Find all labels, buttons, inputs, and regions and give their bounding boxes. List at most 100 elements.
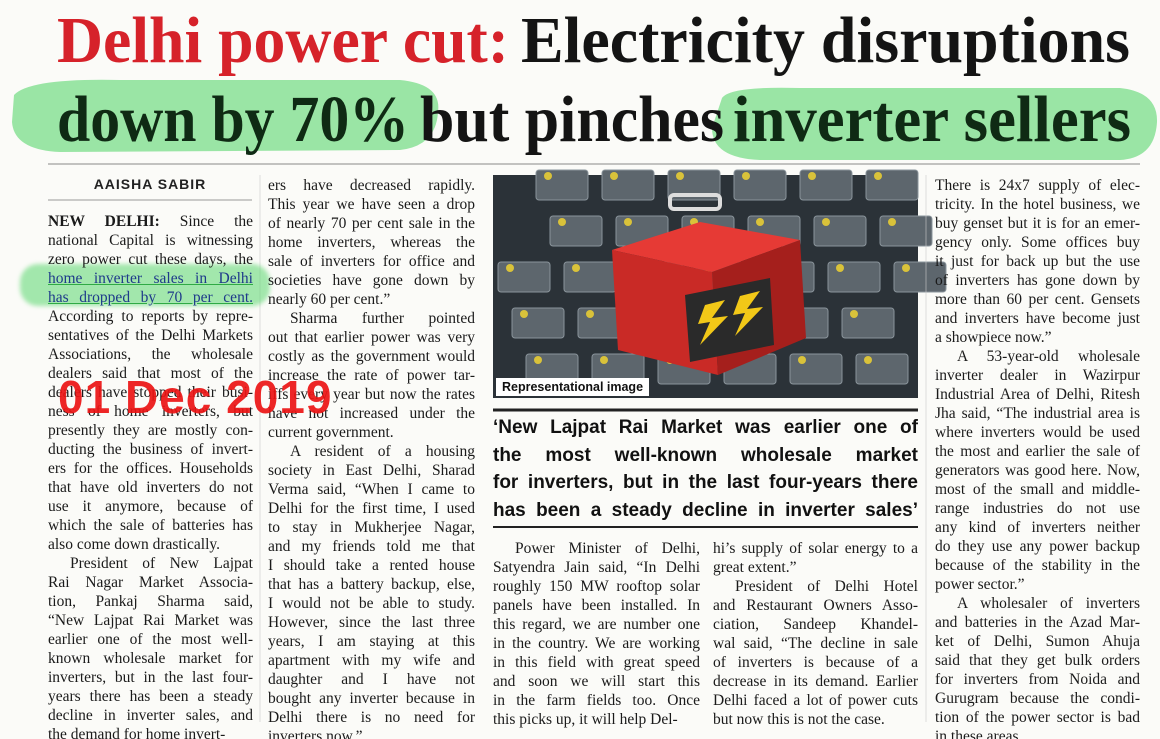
text-line: known wholesale market for	[48, 650, 253, 667]
pull-quote-line: for inverters, but in the last four-year…	[493, 472, 918, 493]
text-line: Verma said, “When I came to	[268, 481, 475, 498]
battery	[813, 215, 867, 247]
terminal	[506, 264, 514, 272]
text-line: Associations, the wholesale	[48, 346, 253, 363]
text-line: zero power cut these days, the	[48, 251, 253, 268]
text-line: society in East Delhi, Sharad	[268, 462, 475, 479]
text-line: costly as the government would	[268, 348, 475, 365]
text-line: earlier one of the most well-	[48, 631, 253, 648]
byline: AAISHA SABIR	[94, 176, 207, 192]
text-line: roughly 150 MW rooftop solar	[493, 578, 700, 595]
text: Since the	[179, 213, 254, 230]
text-line: it just for back up but the use	[935, 253, 1140, 270]
text-line: Power Minister of Delhi,	[515, 540, 700, 557]
text-line: dealers have stopped their busi-	[48, 384, 253, 401]
text-line: any kind of inverters neither	[935, 519, 1140, 536]
battery	[497, 261, 551, 293]
text-line: also come down drastically.	[48, 536, 221, 553]
text-line: According to reports by repre-	[48, 308, 253, 325]
text-line: the most and earlier the sale of	[935, 443, 1140, 460]
text-line: dealers said that most of the	[48, 365, 253, 382]
text-line: ers for the offices. Households	[48, 460, 253, 477]
text-line: use it anymore, because of	[48, 498, 253, 515]
text-line: tricity. In the hotel business, we	[935, 196, 1140, 213]
terminal	[742, 172, 750, 180]
terminal	[572, 264, 580, 272]
text-line: home inverter sales in Delhi	[48, 270, 253, 287]
text-line: decline in inverter sales, and	[48, 707, 253, 724]
headline-red: Delhi power cut:	[57, 4, 509, 77]
battery	[855, 353, 909, 385]
terminal	[808, 172, 816, 180]
terminal	[534, 356, 542, 364]
text-line: of inverters is because of a	[713, 654, 918, 671]
terminal	[836, 264, 844, 272]
text-line: Satyendra Jain said, “In Delhi	[493, 559, 700, 576]
text-line: ciation, Sandeep Khandel-	[713, 616, 918, 633]
text-line: for inverters from Noida and	[935, 671, 1140, 688]
dateline: NEW DELHI:	[48, 213, 160, 230]
text-line: NEW DELHI: Since the	[48, 212, 253, 231]
headline-text: inverter sellers	[733, 83, 1131, 156]
battery-highlight	[668, 193, 722, 211]
text-line: President of Delhi Hotel	[735, 578, 918, 595]
text-line: and inverters have become just	[935, 310, 1140, 327]
text-line: sale of inverters for office and	[268, 253, 475, 270]
text-line: tion, Pankaj Sharma said,	[48, 593, 253, 610]
text-line: hi’s supply of solar energy to a	[713, 540, 918, 557]
terminal	[610, 172, 618, 180]
headline-text: Electricity disruptions	[521, 4, 1130, 77]
battery	[601, 169, 655, 201]
text-line: inverters now.”	[268, 728, 363, 739]
battery	[733, 169, 787, 201]
battery-highlight	[698, 300, 728, 345]
text-line: generators was good here. Now,	[935, 462, 1140, 479]
terminal	[864, 356, 872, 364]
text-line: in this field with great speed	[493, 654, 700, 671]
battery	[841, 307, 895, 339]
battery	[511, 307, 565, 339]
image-caption: Representational image	[496, 378, 650, 396]
text-line: most of the small and middle-	[935, 481, 1140, 498]
terminal	[756, 218, 764, 226]
text-line: A resident of a housing	[290, 443, 475, 460]
text-line: “New Lajpat Rai Market was	[48, 612, 253, 629]
text-line: sentatives of the Delhi Markets	[48, 327, 253, 344]
text-line: power sector.”	[935, 576, 1025, 593]
pull-quote-line: has been a steady decline in inverter sa…	[493, 499, 918, 521]
battery-highlight	[733, 291, 763, 336]
text-line: of nearly 70 per cent sale in the	[268, 215, 475, 232]
text-line: iffs every year but now the rates	[268, 386, 475, 403]
text-line: years there has been a steady	[48, 688, 253, 705]
text-line: great extent.”	[713, 559, 797, 576]
text-line: this picks up, it will help Del-	[493, 711, 678, 728]
text-line: a showpiece now.”	[935, 329, 1052, 346]
text-line: Jha said, “The industrial area is	[935, 405, 1140, 422]
text-line: Rai Nagar Market Associa-	[48, 574, 253, 591]
text-line: bought any inverter because in	[268, 690, 475, 707]
text-line: decrease in its demand. Earlier	[713, 673, 918, 690]
text-line: has dropped by 70 per cent.	[48, 289, 253, 306]
terminal	[558, 218, 566, 226]
terminal	[798, 356, 806, 364]
text-line: where inverters would be used	[935, 424, 1140, 441]
text-line: and my friends told me that	[268, 538, 475, 555]
text-line: tion of the power sector is bad	[935, 709, 1140, 726]
image	[493, 169, 947, 398]
text-line: but now this is not the case.	[713, 711, 885, 728]
text-line: and batteries in the Azad Mar-	[935, 614, 1140, 631]
text-line: the demand for home invert-	[48, 726, 226, 739]
text-line: societies have gone down by	[268, 272, 475, 289]
text-line: Delhi faced a lot of power cuts	[713, 692, 918, 709]
text-line: of inverters has gone down by	[935, 272, 1140, 289]
text-line: have not increased under the	[268, 405, 475, 422]
text-line: apartment with my wife and	[268, 652, 475, 669]
terminal	[888, 218, 896, 226]
text-line: more than 60 per cent. Gensets	[935, 291, 1140, 308]
text-line: panels have been installed. In	[493, 597, 700, 614]
text-line: out that earlier power was very	[268, 329, 475, 346]
text-line: to stay in Mukherjee Nagar,	[268, 519, 475, 536]
text-line: ket of Delhi, Sumon Ahuja	[935, 633, 1140, 650]
